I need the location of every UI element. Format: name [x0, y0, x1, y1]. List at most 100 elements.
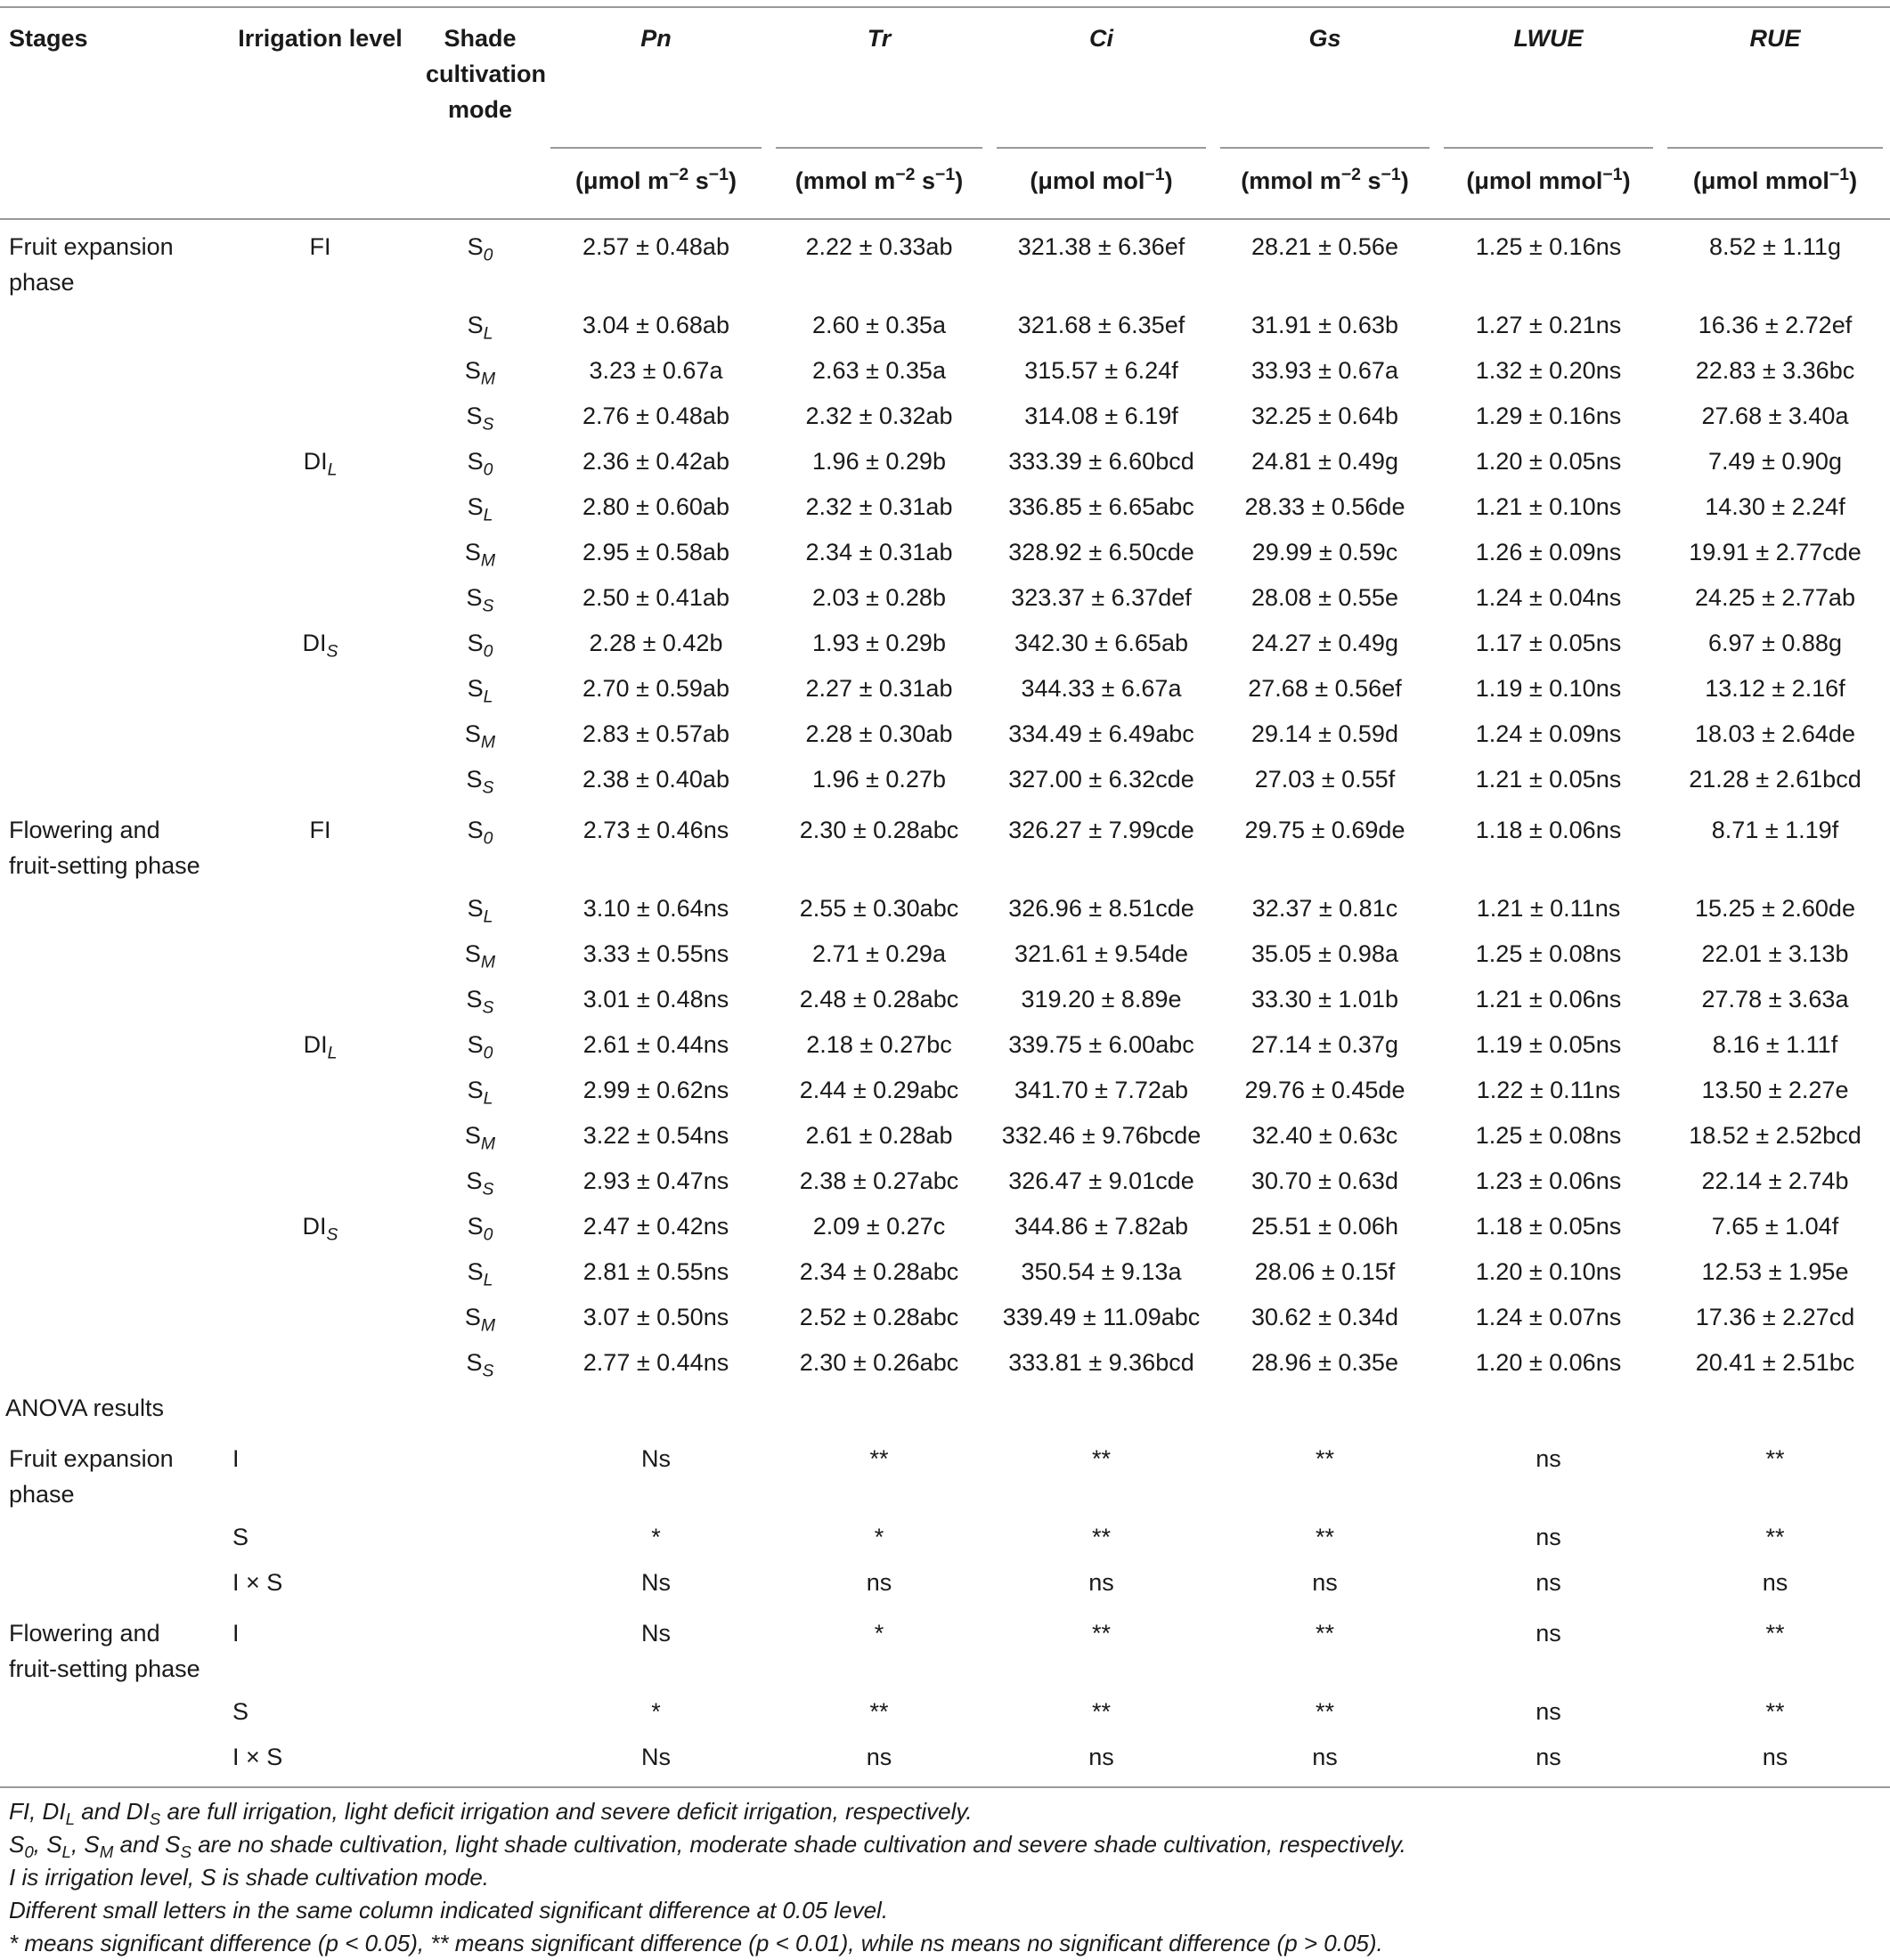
- stage-cell: [0, 887, 224, 932]
- data-row: SM 3.23 ± 0.67a 2.63 ± 0.35a 315.57 ± 6.24f…: [0, 349, 1890, 394]
- text: ): [1849, 167, 1858, 194]
- stage-cell: [0, 576, 224, 622]
- significance-cell: ns: [1437, 1516, 1660, 1561]
- shade-cell: SM: [417, 349, 543, 394]
- value: 2.80 ± 0.60ab: [582, 493, 729, 520]
- value-cell: 1.24 ± 0.07ns: [1437, 1296, 1660, 1341]
- data-row: SS 2.50 ± 0.41ab 2.03 ± 0.28b 323.37 ± 6.37…: [0, 576, 1890, 622]
- shade-cell: SM: [417, 531, 543, 576]
- superscript: −1: [1381, 165, 1401, 184]
- value: 2.09 ± 0.27c: [812, 1213, 946, 1240]
- value: 16.36 ± 2.72ef: [1698, 312, 1853, 338]
- subscript: 0: [483, 1224, 493, 1245]
- subscript: S: [149, 1810, 161, 1829]
- significance-cell: ns: [1437, 1561, 1660, 1606]
- value-cell: 350.54 ± 9.13a: [990, 1250, 1213, 1296]
- value-cell: 32.37 ± 0.81c: [1213, 887, 1437, 932]
- shade-cell: S0: [417, 1023, 543, 1069]
- table-header: Stages Irrigation level Shade cultivation …: [0, 6, 1890, 220]
- superscript: −2: [669, 165, 689, 184]
- value: 319.20 ± 8.89e: [1021, 986, 1182, 1013]
- value: 336.85 ± 6.65abc: [1008, 493, 1194, 520]
- value: 1.19 ± 0.05ns: [1475, 1031, 1622, 1058]
- value: 327.00 ± 6.32cde: [1008, 766, 1194, 793]
- significance-cell: ns: [1213, 1561, 1437, 1606]
- value: 22.14 ± 2.74b: [1701, 1167, 1849, 1194]
- value: 321.61 ± 9.54de: [1014, 940, 1188, 967]
- text: S: [464, 1122, 481, 1149]
- empty-cell: [0, 147, 224, 220]
- value: 1.25 ± 0.16ns: [1475, 233, 1622, 260]
- value-cell: 2.30 ± 0.26abc: [769, 1341, 990, 1387]
- value-cell: 1.24 ± 0.04ns: [1437, 576, 1660, 622]
- subscript: L: [483, 1088, 493, 1109]
- value: 24.25 ± 2.77ab: [1695, 584, 1855, 611]
- value: 1.18 ± 0.06ns: [1475, 817, 1622, 843]
- value-cell: 1.27 ± 0.21ns: [1437, 304, 1660, 349]
- value: 2.50 ± 0.41ab: [582, 584, 729, 611]
- text: s: [688, 167, 709, 194]
- irrigation-cell: [224, 887, 417, 932]
- irrigation-cell: [224, 978, 417, 1023]
- value-cell: 2.47 ± 0.42ns: [543, 1205, 769, 1250]
- value-cell: 333.81 ± 9.36bcd: [990, 1341, 1213, 1387]
- shade-cell: SS: [417, 394, 543, 440]
- irrigation-cell: [224, 667, 417, 712]
- value: 326.96 ± 8.51cde: [1008, 895, 1194, 922]
- stage-cell: [0, 1069, 224, 1114]
- significance: ns: [866, 1569, 892, 1596]
- text: S: [467, 312, 484, 338]
- shade-cell: SS: [417, 1159, 543, 1205]
- text: S: [467, 675, 484, 702]
- stage-cell: [0, 1205, 224, 1250]
- value-cell: 2.36 ± 0.42ab: [543, 440, 769, 485]
- value: 3.07 ± 0.50ns: [582, 1304, 729, 1330]
- value: 22.01 ± 3.13b: [1701, 940, 1849, 967]
- subscript: S: [482, 1361, 494, 1381]
- subscript: S: [180, 1842, 191, 1862]
- factor-cell: S: [224, 1690, 543, 1736]
- shade-cell: SS: [417, 576, 543, 622]
- value-cell: 28.08 ± 0.55e: [1213, 576, 1437, 622]
- value-cell: 1.96 ± 0.29b: [769, 440, 990, 485]
- significance: **: [1765, 1620, 1785, 1647]
- data-row: SM 3.33 ± 0.55ns 2.71 ± 0.29a 321.61 ± 9.54…: [0, 932, 1890, 978]
- significance: ns: [1312, 1569, 1338, 1596]
- significance-cell: ns: [990, 1736, 1213, 1788]
- value-cell: 327.00 ± 6.32cde: [990, 758, 1213, 803]
- value-cell: 32.25 ± 0.64b: [1213, 394, 1437, 440]
- value: 333.39 ± 6.60bcd: [1008, 448, 1194, 475]
- value: 2.48 ± 0.28abc: [799, 986, 959, 1013]
- value: 2.81 ± 0.55ns: [582, 1258, 729, 1285]
- value-cell: 1.20 ± 0.05ns: [1437, 440, 1660, 485]
- significance: **: [869, 1445, 889, 1472]
- value-cell: 323.37 ± 6.37def: [990, 576, 1213, 622]
- data-row: SS 2.38 ± 0.40ab 1.96 ± 0.27b 327.00 ± 6.32…: [0, 758, 1890, 803]
- value-cell: 1.22 ± 0.11ns: [1437, 1069, 1660, 1114]
- value-cell: 314.08 ± 6.19f: [990, 394, 1213, 440]
- irrigation-cell: [224, 394, 417, 440]
- stage-cell: [0, 1296, 224, 1341]
- significance-cell: **: [990, 1516, 1213, 1561]
- footnote: * means significant difference (p < 0.05…: [9, 1927, 1881, 1960]
- value-cell: 2.50 ± 0.41ab: [543, 576, 769, 622]
- subscript: L: [483, 323, 493, 344]
- value: 3.04 ± 0.68ab: [582, 312, 729, 338]
- stage: Flowering and fruit-setting phase: [9, 817, 200, 879]
- value: 2.38 ± 0.40ab: [582, 766, 729, 793]
- factor: S: [232, 1698, 249, 1725]
- significance: Ns: [641, 1744, 671, 1770]
- value-cell: 2.48 ± 0.28abc: [769, 978, 990, 1023]
- irrigation-cell: [224, 349, 417, 394]
- value: 2.03 ± 0.28b: [812, 584, 946, 611]
- column-name: Shade cultivation mode: [426, 25, 547, 123]
- value-cell: 328.92 ± 6.50cde: [990, 531, 1213, 576]
- unit: (μmol mol−1): [997, 147, 1206, 199]
- significance-cell: **: [1660, 1606, 1890, 1690]
- shade-cell: SL: [417, 485, 543, 531]
- value: 341.70 ± 7.72ab: [1014, 1077, 1188, 1103]
- superscript: −1: [1829, 165, 1850, 184]
- value: 1.26 ± 0.09ns: [1475, 539, 1622, 565]
- value: 2.70 ± 0.59ab: [582, 675, 729, 702]
- value-cell: 2.99 ± 0.62ns: [543, 1069, 769, 1114]
